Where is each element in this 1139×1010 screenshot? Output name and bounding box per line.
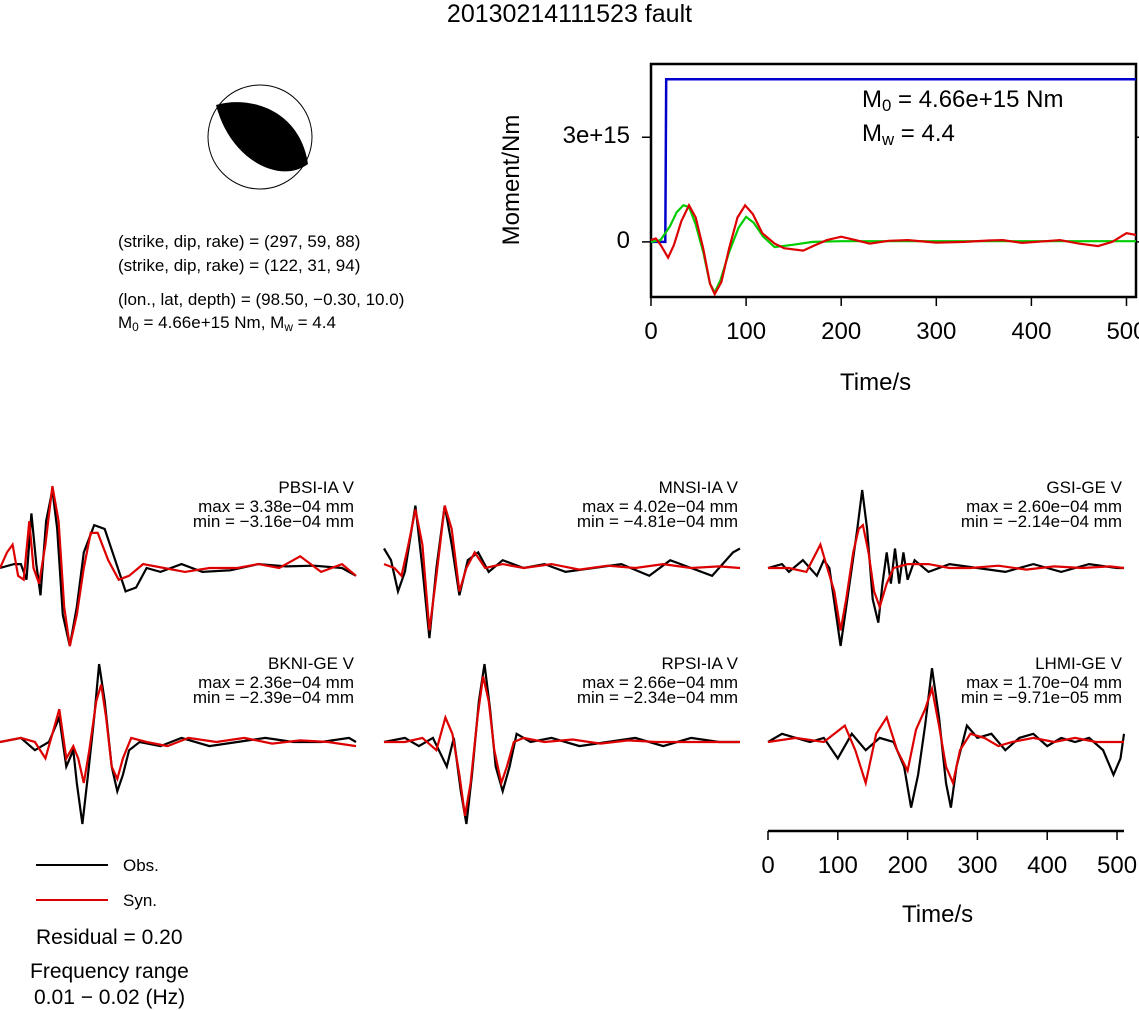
- station-max: max = 1.70e−04 mm: [966, 673, 1122, 692]
- syn-trace: [0, 684, 357, 784]
- stf-xtick-label: 300: [916, 318, 957, 345]
- moment-summary: M0 = 4.66e+15 Nm, Mw = 4.4: [118, 313, 336, 334]
- stf-xtick-label: 400: [1011, 318, 1052, 345]
- obs-trace: [383, 663, 740, 825]
- frequency-label: Frequency range: [30, 960, 189, 983]
- stf-ylabel: Moment/Nm: [498, 114, 525, 246]
- stf-series-rate: [650, 204, 1136, 295]
- frequency-value: 0.01 − 0.02 (Hz): [34, 986, 186, 1009]
- legend-syn-label: Syn.: [123, 891, 158, 910]
- nodal-plane-1: (strike, dip, rake) = (297, 59, 88): [118, 232, 361, 251]
- stf-ylabel-box: Moment/Nm: [497, 98, 527, 268]
- bottom-xtick-label: 200: [887, 852, 928, 879]
- stf-series-synthetic-rate: [650, 202, 1137, 297]
- station-name: LHMI-GE V: [1035, 654, 1122, 673]
- station-name: RPSI-IA V: [661, 654, 738, 673]
- syn-trace: [384, 676, 740, 816]
- syn-trace: [0, 485, 357, 647]
- station-name: GSI-GE V: [1046, 478, 1122, 497]
- bottom-xtick-label: 300: [957, 852, 998, 879]
- m0-annotation: M0 = 4.66e+15 Nm: [862, 86, 1064, 116]
- station-max: max = 3.38e−04 mm: [198, 497, 354, 516]
- stf-xlabel: Time/s: [840, 369, 912, 396]
- station-min: min = −4.81e−04 mm: [576, 512, 738, 531]
- bottom-xtick-label: 0: [761, 852, 775, 879]
- time-axis-bottom: [767, 829, 1124, 840]
- nodal-plane-2: (strike, dip, rake) = (122, 31, 94): [118, 256, 361, 275]
- stf-ytick-label: 3e+15: [562, 122, 630, 150]
- residual-label: Residual = 0.20: [36, 926, 183, 949]
- station-max: max = 2.36e−04 mm: [198, 673, 354, 692]
- stf-ytick-label: 0: [616, 226, 630, 254]
- station-max: max = 2.66e−04 mm: [582, 673, 738, 692]
- stf-plot-frame: [649, 62, 1138, 299]
- syn-trace: [768, 522, 1125, 631]
- station-min: min = −3.16e−04 mm: [192, 512, 354, 531]
- mw-annotation: Mw = 4.4: [862, 120, 955, 150]
- stf-xtick-label: 100: [726, 318, 767, 345]
- station-max: max = 2.60e−04 mm: [966, 497, 1122, 516]
- station-min: min = −2.39e−04 mm: [192, 688, 354, 707]
- bottom-xtick-label: 400: [1027, 852, 1068, 879]
- waveform-xlabel: Time/s: [902, 901, 974, 928]
- legend-obs-label: Obs.: [123, 856, 159, 875]
- legend-lines: [36, 864, 108, 901]
- station-min: min = −9.71e−05 mm: [960, 688, 1122, 707]
- station-min: min = −2.14e−04 mm: [960, 512, 1122, 531]
- stf-xtick-label: 200: [821, 318, 862, 345]
- station-max: max = 4.02e−04 mm: [582, 497, 738, 516]
- bottom-xtick-label: 100: [817, 852, 858, 879]
- beachball-icon: [207, 84, 313, 190]
- stf-xtick-label: 0: [644, 318, 658, 345]
- bottom-xtick-label: 500: [1096, 852, 1138, 879]
- syn-trace: [767, 684, 1124, 788]
- stf-xtick-label: 500: [1106, 318, 1139, 345]
- syn-trace: [383, 505, 741, 631]
- waveform-panels: [0, 485, 1126, 825]
- station-name: MNSI-IA V: [658, 478, 738, 497]
- moment-chart: [642, 62, 1139, 306]
- station-min: min = −2.34e−04 mm: [576, 688, 738, 707]
- figure-title: 20130214111523 fault: [446, 0, 693, 28]
- station-name: BKNI-GE V: [268, 654, 354, 673]
- event-location: (lon., lat, depth) = (98.50, −0.30, 10.0…: [118, 290, 405, 309]
- obs-trace: [767, 668, 1126, 808]
- station-name: PBSI-IA V: [278, 478, 354, 497]
